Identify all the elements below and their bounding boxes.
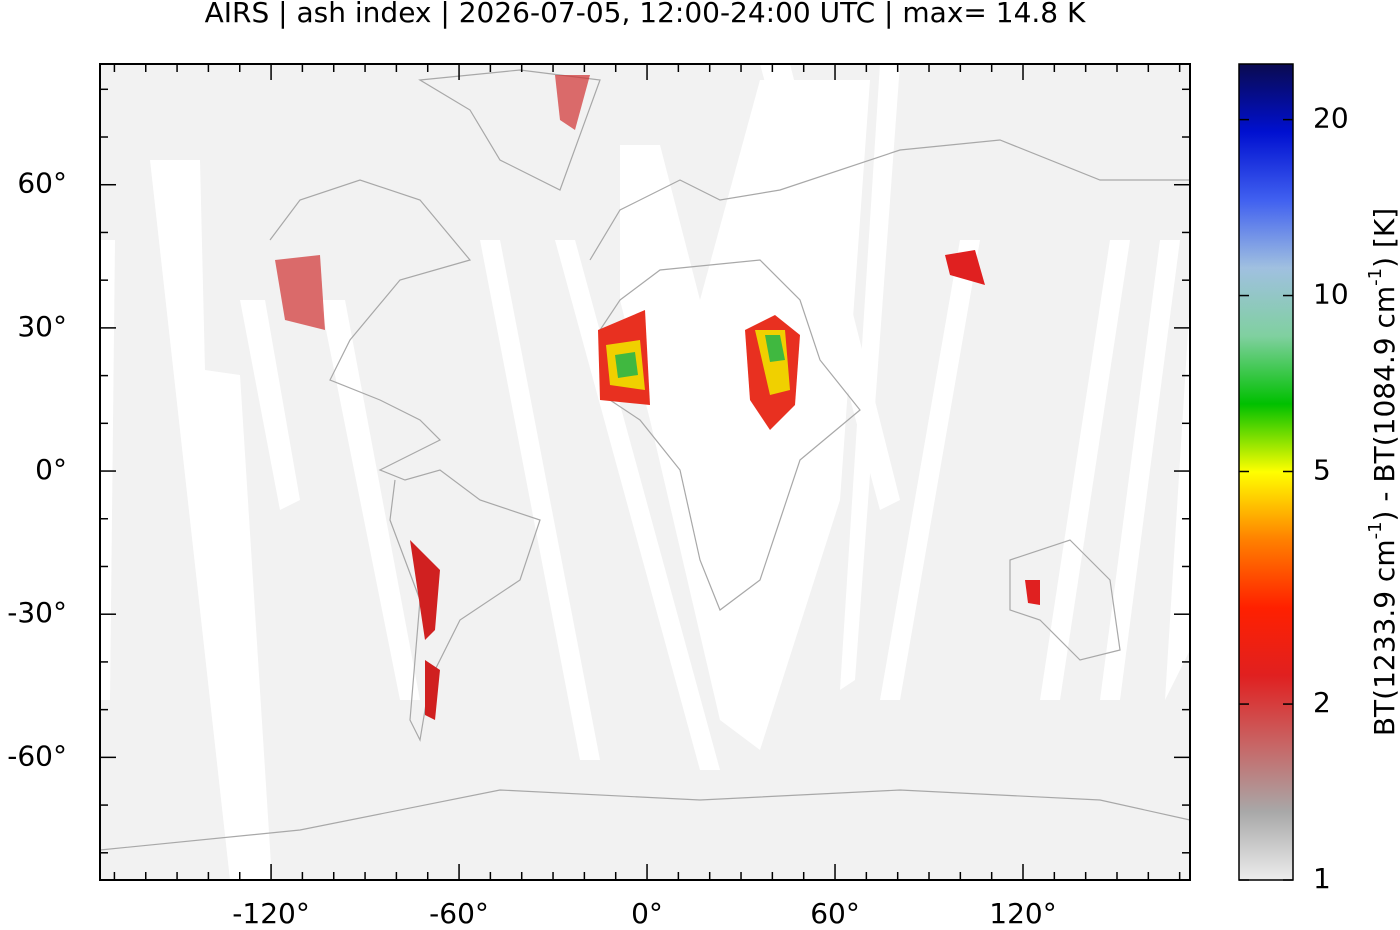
x-tick-label: 0° bbox=[631, 897, 663, 930]
chart-title: AIRS | ash index | 2026-07-05, 12:00-24:… bbox=[205, 0, 1086, 29]
map-frame bbox=[99, 63, 1191, 881]
colorbar-tick-label: 1 bbox=[1313, 862, 1331, 895]
coastlines bbox=[99, 69, 1191, 851]
x-tick-label: 120° bbox=[989, 897, 1056, 930]
colorbar-tick-label: 5 bbox=[1313, 453, 1331, 486]
y-tick-label: 60° bbox=[17, 167, 67, 200]
x-tick-label: 60° bbox=[810, 897, 860, 930]
label-part: ) - BT(1084.9 cm bbox=[1368, 286, 1400, 522]
label-sup: -1 bbox=[1365, 521, 1386, 539]
colorbar-tick-label: 10 bbox=[1313, 278, 1349, 311]
y-tick-label: -60° bbox=[7, 739, 67, 772]
x-tick-label: -120° bbox=[232, 897, 310, 930]
y-tick-label: 30° bbox=[17, 310, 67, 343]
x-tick-label: -60° bbox=[429, 897, 489, 930]
y-tick-label: 0° bbox=[35, 453, 67, 486]
ash-signal bbox=[275, 75, 1040, 720]
y-tick-label: -30° bbox=[7, 596, 67, 629]
colorbar-tick-label: 20 bbox=[1313, 102, 1349, 135]
colorbar-tick-label: 2 bbox=[1313, 686, 1331, 719]
swath-gaps bbox=[100, 64, 1190, 880]
label-part: BT(1233.9 cm bbox=[1368, 539, 1400, 736]
label-sup: -1 bbox=[1365, 268, 1386, 286]
label-part: ) [K] bbox=[1368, 208, 1400, 268]
colorbar-label: BT(1233.9 cm-1) - BT(1084.9 cm-1) [K] bbox=[1365, 208, 1400, 736]
map bbox=[99, 63, 1191, 881]
